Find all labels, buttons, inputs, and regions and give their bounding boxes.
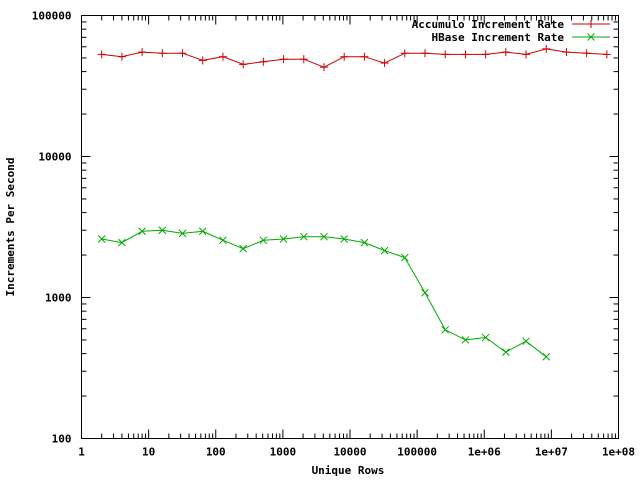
data-point-accumulo bbox=[360, 52, 369, 61]
y-axis-label: Increments Per Second bbox=[4, 157, 17, 296]
legend: Accumulo Increment Rate HBase Increment … bbox=[412, 18, 610, 44]
data-point-hbase bbox=[279, 235, 288, 243]
data-point-hbase bbox=[239, 244, 248, 253]
data-point-hbase bbox=[340, 235, 349, 243]
data-point-accumulo bbox=[198, 56, 207, 65]
data-point-accumulo bbox=[421, 49, 430, 58]
axes: 1 10 100 1000 10000 100000 1e+06 1e+07 1e+08 100 1… bbox=[32, 10, 635, 459]
data-point-hbase bbox=[421, 288, 429, 297]
x-axis-label: Unique Rows bbox=[312, 464, 385, 477]
data-point-accumulo bbox=[117, 52, 126, 61]
data-point-accumulo bbox=[542, 44, 551, 53]
data-point-hbase bbox=[542, 352, 551, 361]
plot-area bbox=[97, 44, 611, 361]
legend-marker-accumulo bbox=[587, 20, 595, 28]
data-point-accumulo bbox=[582, 49, 591, 58]
x-tick-label: 1e+08 bbox=[602, 446, 635, 459]
series-line-accumulo bbox=[101, 48, 607, 68]
legend-label-accumulo: Accumulo Increment Rate bbox=[412, 18, 565, 31]
data-point-accumulo bbox=[319, 63, 328, 72]
x-tick-label: 1e+07 bbox=[535, 446, 568, 459]
data-point-accumulo bbox=[602, 50, 611, 59]
x-tick-label: 10 bbox=[142, 446, 155, 459]
data-point-accumulo bbox=[259, 57, 268, 66]
data-point-accumulo bbox=[279, 55, 288, 64]
data-point-hbase bbox=[501, 348, 510, 356]
x-tick-label: 1 bbox=[78, 446, 85, 459]
series-line-hbase bbox=[101, 229, 547, 358]
x-tick-label: 1e+06 bbox=[468, 446, 501, 459]
data-point-hbase bbox=[320, 232, 328, 241]
data-point-accumulo bbox=[501, 48, 510, 57]
data-point-hbase bbox=[178, 229, 187, 238]
plot-frame bbox=[81, 15, 619, 439]
legend-marker-hbase bbox=[587, 33, 595, 41]
data-point-hbase bbox=[198, 227, 207, 236]
y-tick-label: 100000 bbox=[32, 10, 72, 23]
data-point-accumulo bbox=[178, 49, 187, 58]
data-point-accumulo bbox=[138, 48, 147, 57]
data-point-hbase bbox=[138, 227, 146, 236]
data-point-hbase bbox=[360, 238, 369, 247]
y-tick-label: 1000 bbox=[45, 292, 72, 305]
data-point-accumulo bbox=[461, 50, 470, 59]
data-point-hbase bbox=[441, 325, 450, 334]
x-tick-label: 100000 bbox=[397, 446, 437, 459]
data-point-hbase bbox=[118, 238, 126, 247]
data-point-accumulo bbox=[340, 52, 349, 61]
x-tick-label: 1000 bbox=[270, 446, 297, 459]
data-point-hbase bbox=[461, 336, 470, 344]
x-tick-label: 10000 bbox=[333, 446, 366, 459]
y-tick-label: 10000 bbox=[38, 151, 71, 164]
data-point-accumulo bbox=[562, 48, 571, 57]
data-point-hbase bbox=[481, 333, 490, 342]
data-point-hbase bbox=[219, 236, 227, 245]
data-point-accumulo bbox=[380, 59, 389, 68]
data-point-accumulo bbox=[522, 50, 531, 59]
data-point-hbase bbox=[97, 235, 106, 243]
data-point-accumulo bbox=[97, 50, 106, 59]
data-point-hbase bbox=[299, 232, 308, 241]
data-point-accumulo bbox=[239, 60, 248, 69]
data-point-hbase bbox=[400, 253, 409, 262]
x-tick-label: 100 bbox=[206, 446, 226, 459]
data-point-accumulo bbox=[400, 49, 409, 58]
data-point-accumulo bbox=[299, 55, 308, 64]
data-point-hbase bbox=[259, 236, 268, 245]
data-point-accumulo bbox=[441, 50, 450, 59]
data-point-hbase bbox=[522, 337, 530, 346]
data-point-hbase bbox=[158, 226, 167, 235]
y-tick-label: 100 bbox=[52, 433, 72, 446]
data-point-accumulo bbox=[158, 49, 167, 58]
data-point-accumulo bbox=[481, 50, 490, 59]
data-point-accumulo bbox=[218, 52, 227, 61]
data-point-hbase bbox=[380, 246, 389, 255]
legend-label-hbase: HBase Increment Rate bbox=[432, 31, 565, 44]
